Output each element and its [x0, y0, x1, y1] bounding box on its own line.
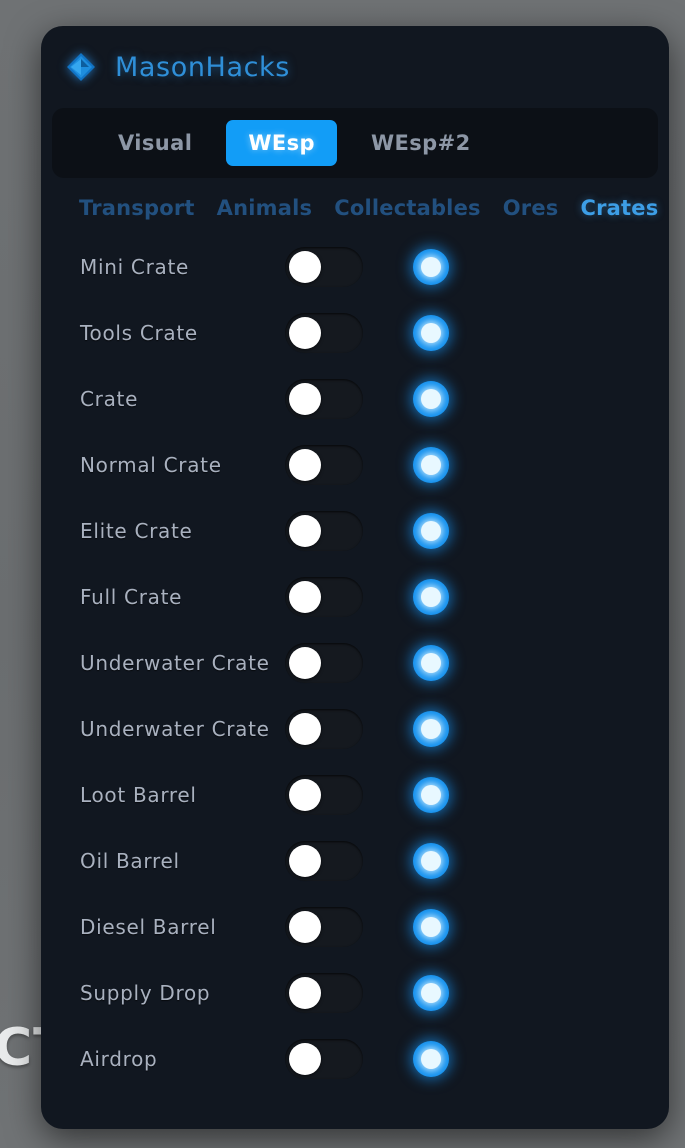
option-toggle[interactable] — [285, 709, 363, 749]
option-row: Underwater Crate — [41, 696, 669, 762]
subnav-item-ores[interactable]: Ores — [502, 196, 559, 220]
tab-wesp2[interactable]: WEsp#2 — [370, 131, 471, 155]
option-label: Supply Drop — [80, 981, 211, 1005]
tab-wesp[interactable]: WEsp — [226, 120, 337, 166]
tab-visual[interactable]: Visual — [118, 131, 193, 155]
option-row: Full Crate — [41, 564, 669, 630]
toggle-knob — [289, 515, 321, 547]
option-label: Full Crate — [80, 585, 183, 609]
toggle-knob — [289, 449, 321, 481]
option-label: Elite Crate — [80, 519, 193, 543]
option-label: Airdrop — [80, 1047, 158, 1071]
option-row: Oil Barrel — [41, 828, 669, 894]
tab-bar: Visual WEsp WEsp#2 — [52, 108, 658, 178]
option-label: Underwater Crate — [80, 717, 270, 741]
toggle-knob — [289, 845, 321, 877]
option-color-indicator[interactable] — [413, 975, 449, 1011]
option-row: Tools Crate — [41, 300, 669, 366]
option-color-indicator[interactable] — [413, 843, 449, 879]
option-color-indicator[interactable] — [413, 711, 449, 747]
option-toggle[interactable] — [285, 247, 363, 287]
option-color-indicator[interactable] — [413, 579, 449, 615]
option-toggle[interactable] — [285, 511, 363, 551]
option-toggle[interactable] — [285, 313, 363, 353]
option-row: Normal Crate — [41, 432, 669, 498]
toggle-knob — [289, 647, 321, 679]
toggle-knob — [289, 713, 321, 745]
option-toggle[interactable] — [285, 445, 363, 485]
option-row: Supply Drop — [41, 960, 669, 1026]
option-color-indicator[interactable] — [413, 513, 449, 549]
option-color-indicator[interactable] — [413, 315, 449, 351]
subnav-item-transport[interactable]: Transport — [79, 196, 195, 220]
toggle-knob — [289, 383, 321, 415]
option-row: Crate — [41, 366, 669, 432]
option-toggle[interactable] — [285, 1039, 363, 1079]
option-toggle[interactable] — [285, 379, 363, 419]
option-label: Diesel Barrel — [80, 915, 217, 939]
toggle-knob — [289, 251, 321, 283]
toggle-knob — [289, 911, 321, 943]
option-row: Mini Crate — [41, 234, 669, 300]
masonhacks-panel: MasonHacks Visual WEsp WEsp#2 Transport … — [41, 26, 669, 1129]
sub-nav: Transport Animals Collectables Ores Crat… — [41, 178, 669, 230]
option-label: Oil Barrel — [80, 849, 180, 873]
toggle-knob — [289, 1043, 321, 1075]
option-row: Elite Crate — [41, 498, 669, 564]
option-color-indicator[interactable] — [413, 447, 449, 483]
option-toggle[interactable] — [285, 841, 363, 881]
option-row: Diesel Barrel — [41, 894, 669, 960]
app-title: MasonHacks — [115, 51, 290, 83]
toggle-knob — [289, 317, 321, 349]
option-color-indicator[interactable] — [413, 1041, 449, 1077]
option-row: Airdrop — [41, 1026, 669, 1092]
panel-header: MasonHacks — [41, 26, 669, 108]
option-color-indicator[interactable] — [413, 381, 449, 417]
option-color-indicator[interactable] — [413, 645, 449, 681]
subnav-item-collectables[interactable]: Collectables — [334, 196, 481, 220]
toggle-knob — [289, 779, 321, 811]
option-toggle[interactable] — [285, 907, 363, 947]
option-label: Normal Crate — [80, 453, 222, 477]
diamond-gem-icon — [63, 49, 99, 85]
toggle-knob — [289, 977, 321, 1009]
option-toggle[interactable] — [285, 973, 363, 1013]
option-row: Underwater Crate — [41, 630, 669, 696]
subnav-item-crates[interactable]: Crates — [580, 196, 659, 220]
option-toggle[interactable] — [285, 775, 363, 815]
option-toggle[interactable] — [285, 643, 363, 683]
toggle-knob — [289, 581, 321, 613]
option-toggle[interactable] — [285, 577, 363, 617]
subnav-item-animals[interactable]: Animals — [216, 196, 313, 220]
option-label: Loot Barrel — [80, 783, 197, 807]
option-color-indicator[interactable] — [413, 909, 449, 945]
option-row: Loot Barrel — [41, 762, 669, 828]
crate-option-list: Mini Crate Tools Crate Crate Normal Crate El… — [41, 230, 669, 1092]
option-label: Tools Crate — [80, 321, 198, 345]
option-color-indicator[interactable] — [413, 777, 449, 813]
option-label: Underwater Crate — [80, 651, 270, 675]
option-label: Crate — [80, 387, 139, 411]
option-label: Mini Crate — [80, 255, 189, 279]
option-color-indicator[interactable] — [413, 249, 449, 285]
